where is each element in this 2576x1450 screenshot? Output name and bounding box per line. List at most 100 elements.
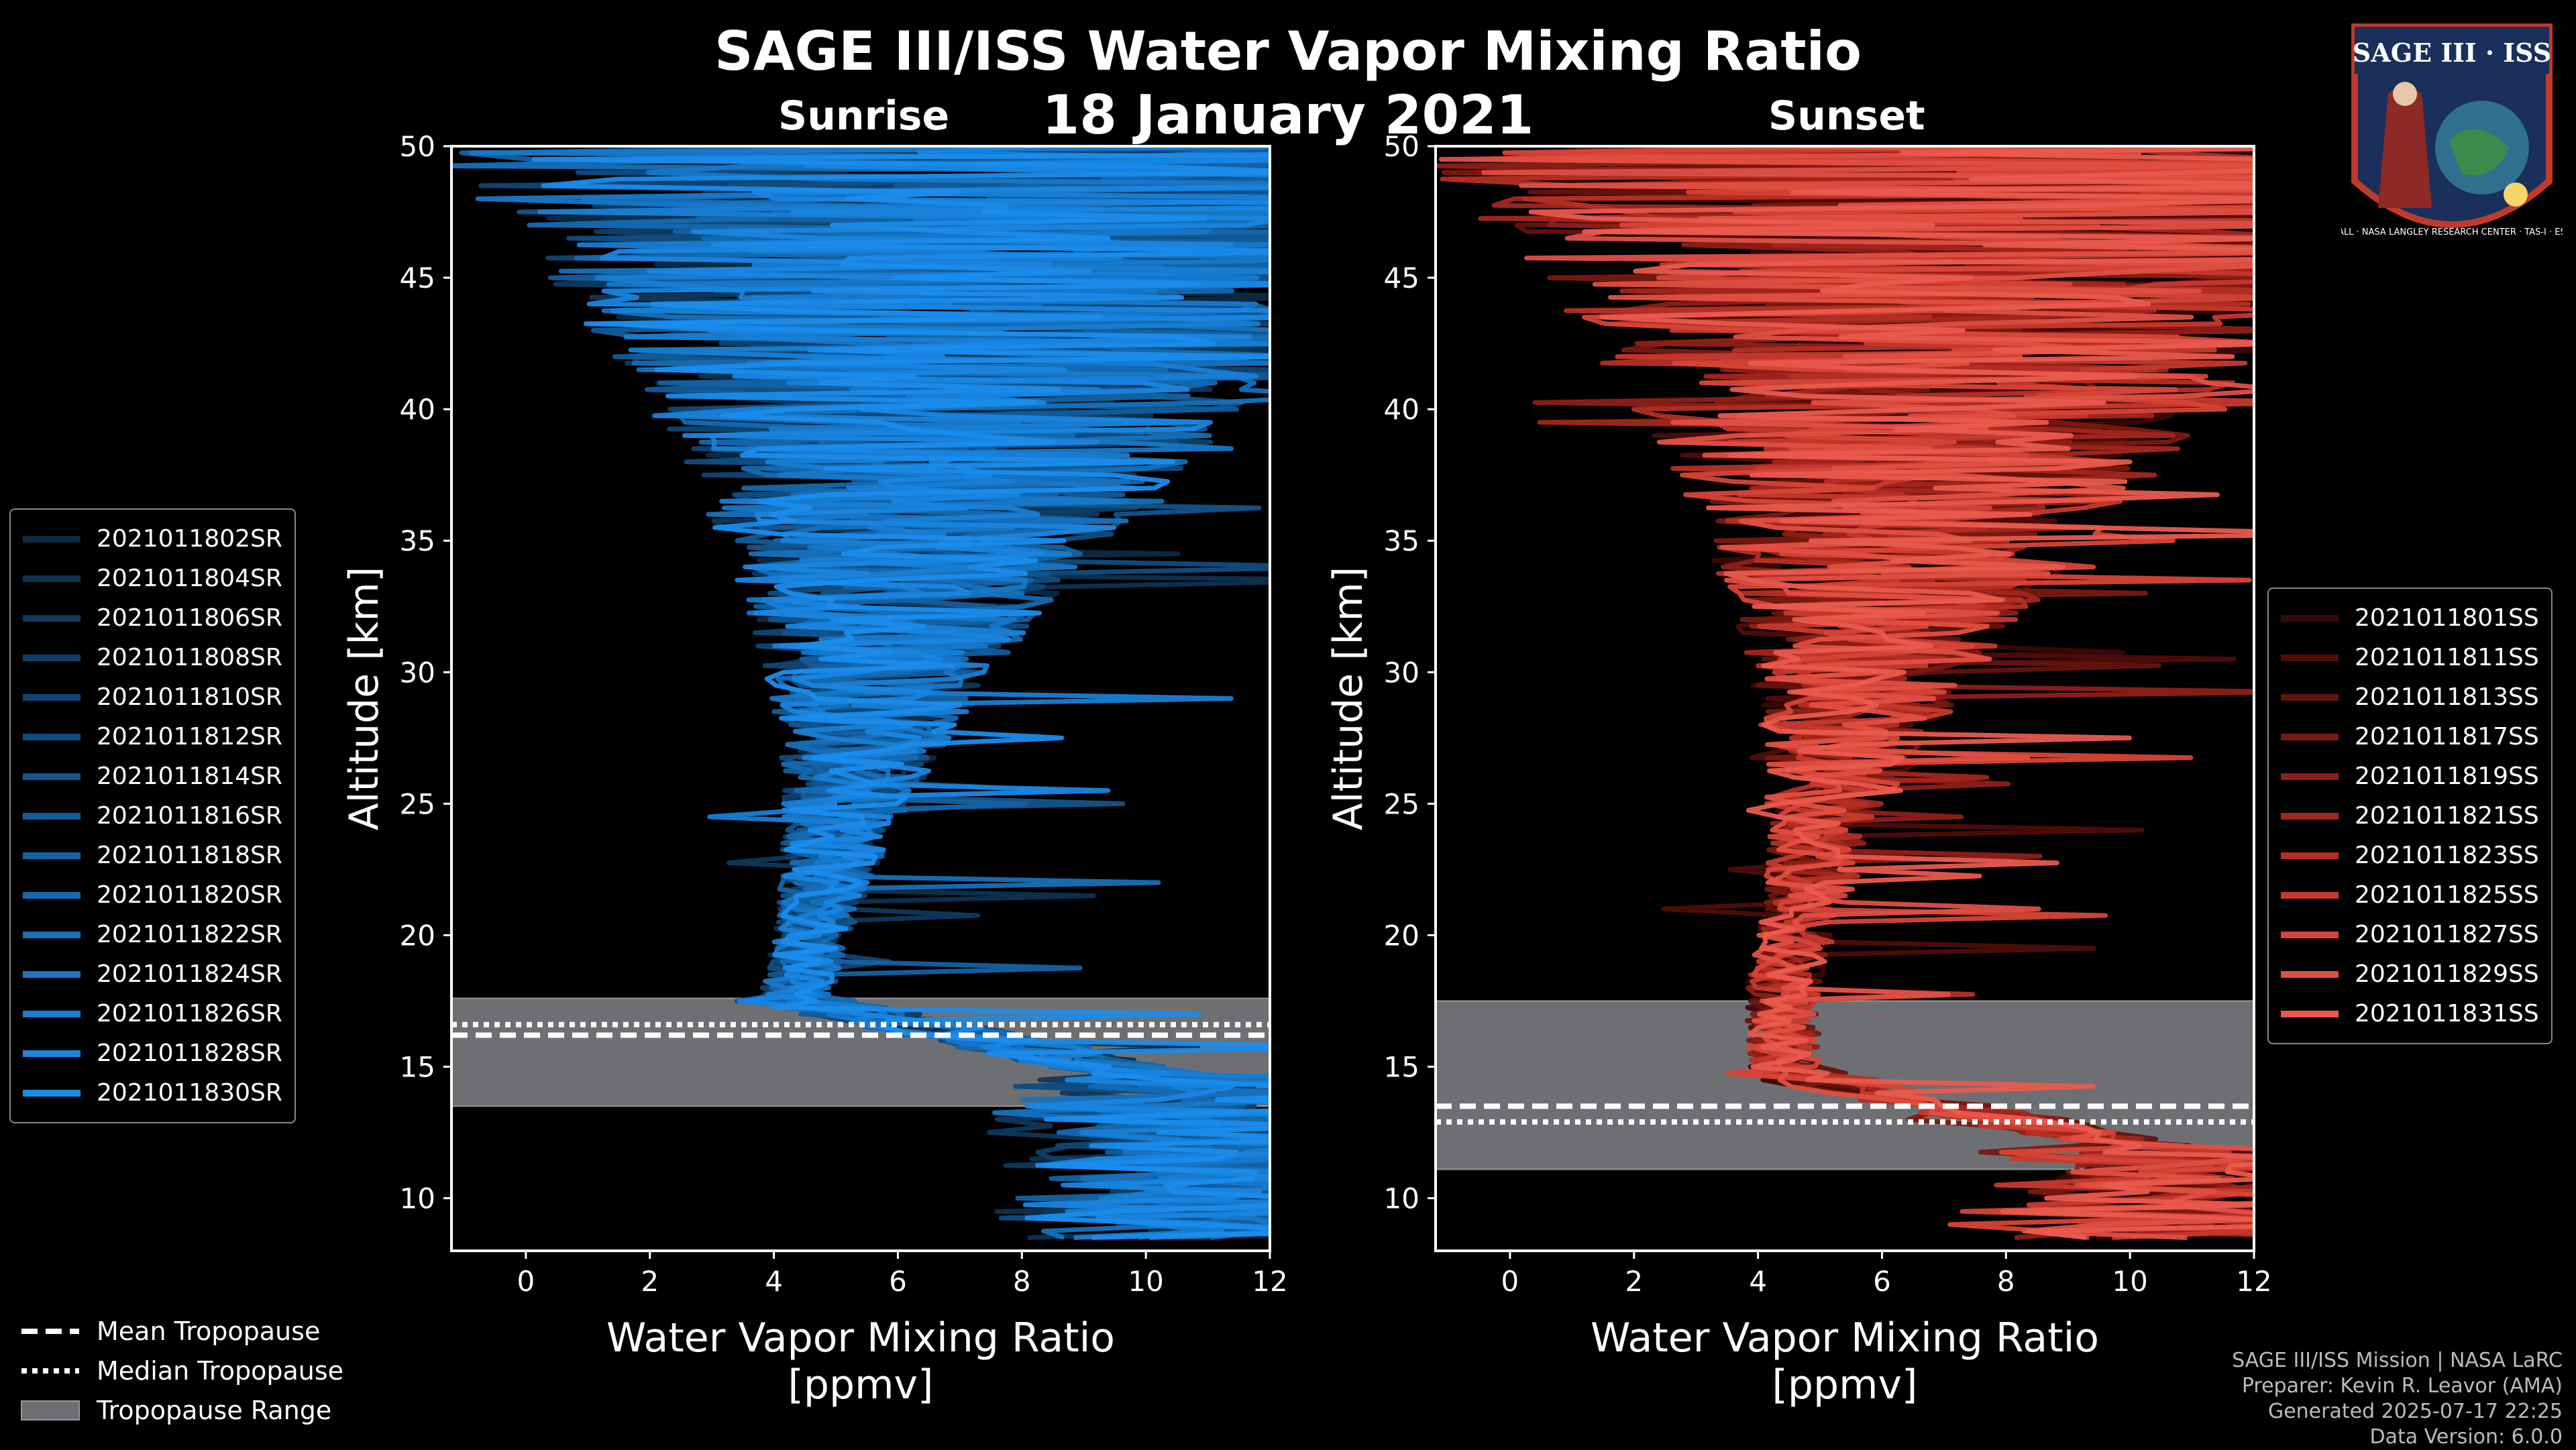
legend-label: 2021011824SR bbox=[97, 960, 282, 988]
legend-swatch bbox=[23, 970, 80, 978]
legend-swatch bbox=[2281, 733, 2339, 740]
legend-swatch bbox=[23, 773, 80, 780]
legend-median-row: Median Tropopause bbox=[20, 1351, 343, 1390]
legend-item: 2021011827SS bbox=[2281, 915, 2539, 954]
legend-swatch bbox=[2281, 852, 2339, 859]
sunset-legend: 2021011801SS 2021011811SS 2021011813SS 2021… bbox=[2267, 588, 2553, 1044]
legend-label: 2021011821SS bbox=[2355, 802, 2539, 830]
legend-label: 2021011828SR bbox=[97, 1040, 282, 1067]
legend-item: 2021011819SS bbox=[2281, 757, 2539, 796]
legend-label: 2021011802SR bbox=[97, 525, 282, 553]
legend-swatch bbox=[2281, 773, 2339, 780]
legend-item: 2021011830SR bbox=[23, 1073, 282, 1113]
y-tick-label: 40 bbox=[400, 393, 435, 426]
y-tick-label: 10 bbox=[1384, 1182, 1419, 1215]
legend-swatch bbox=[23, 654, 80, 661]
y-tick-label: 40 bbox=[1384, 393, 1419, 426]
y-tick-label: 35 bbox=[400, 524, 435, 557]
legend-label: 2021011817SS bbox=[2355, 723, 2539, 750]
legend-median-label: Median Tropopause bbox=[97, 1355, 343, 1386]
legend-item: 2021011813SS bbox=[2281, 677, 2539, 717]
legend-label: 2021011827SS bbox=[2355, 921, 2539, 948]
legend-item: 2021011801SS bbox=[2281, 598, 2539, 638]
legend-label: 2021011801SS bbox=[2355, 604, 2539, 632]
legend-swatch bbox=[2281, 1010, 2339, 1017]
legend-item: 2021011818SR bbox=[23, 836, 282, 875]
x-axis-unit-label: [ppmv] bbox=[788, 1361, 934, 1408]
x-tick-label: 8 bbox=[1013, 1265, 1031, 1298]
legend-swatch bbox=[2281, 891, 2339, 899]
x-tick-label: 6 bbox=[889, 1265, 907, 1298]
y-tick-label: 30 bbox=[400, 656, 435, 689]
legend-item: 2021011821SS bbox=[2281, 796, 2539, 836]
legend-swatch bbox=[2281, 812, 2339, 820]
legend-swatch bbox=[23, 812, 80, 820]
legend-label: 2021011822SR bbox=[97, 921, 282, 948]
legend-label: 2021011804SR bbox=[97, 565, 282, 592]
legend-swatch bbox=[23, 693, 80, 701]
legend-item: 2021011829SS bbox=[2281, 954, 2539, 994]
legend-swatch bbox=[2281, 970, 2339, 978]
x-tick-label: 4 bbox=[765, 1265, 783, 1298]
y-tick-label: 35 bbox=[1384, 524, 1419, 557]
x-tick-label: 0 bbox=[1501, 1265, 1519, 1298]
legend-label: 2021011808SR bbox=[97, 644, 282, 671]
legend-label: 2021011831SS bbox=[2355, 1000, 2539, 1027]
legend-label: 2021011813SS bbox=[2355, 683, 2539, 711]
y-tick-label: 15 bbox=[1384, 1051, 1419, 1084]
legend-label: 2021011818SR bbox=[97, 842, 282, 869]
legend-item: 2021011828SR bbox=[23, 1034, 282, 1073]
y-tick-label: 25 bbox=[1384, 787, 1419, 820]
x-axis-unit-label: [ppmv] bbox=[1772, 1361, 1918, 1408]
legend-label: 2021011820SR bbox=[97, 881, 282, 909]
x-tick-label: 4 bbox=[1749, 1265, 1767, 1298]
legend-label: 2021011816SR bbox=[97, 802, 282, 830]
legend-item: 2021011811SS bbox=[2281, 638, 2539, 677]
profile-2021011826SR bbox=[537, 153, 1270, 1240]
main-title: SAGE III/ISS Water Vapor Mixing Ratio bbox=[714, 20, 1862, 82]
legend-label: 2021011823SS bbox=[2355, 842, 2539, 869]
legend-swatch bbox=[2281, 931, 2339, 938]
x-tick-label: 12 bbox=[2236, 1265, 2271, 1298]
plot-frame bbox=[450, 145, 1271, 1252]
legend-mean-row: Mean Tropopause bbox=[20, 1311, 343, 1351]
plot-frame bbox=[1434, 145, 2255, 1252]
x-tick-label: 8 bbox=[1997, 1265, 2015, 1298]
legend-label: 2021011819SS bbox=[2355, 763, 2539, 790]
sunrise-legend: 2021011802SR 2021011804SR 2021011806SR 2021… bbox=[9, 508, 296, 1123]
x-tick-label: 10 bbox=[2112, 1265, 2147, 1298]
credit-generated: Generated 2025-07-17 22:25 bbox=[2267, 1400, 2563, 1423]
legend-item: 2021011802SR bbox=[23, 519, 282, 559]
legend-item: 2021011806SR bbox=[23, 598, 282, 638]
legend-item: 2021011825SS bbox=[2281, 875, 2539, 915]
legend-item: 2021011817SS bbox=[2281, 717, 2539, 757]
legend-label: 2021011826SR bbox=[97, 1000, 282, 1027]
legend-range-label: Tropopause Range bbox=[97, 1395, 332, 1425]
x-axis-label: Water Vapor Mixing Ratio bbox=[606, 1315, 1115, 1361]
legend-item: 2021011808SR bbox=[23, 638, 282, 677]
profile-2021011819SS bbox=[1436, 146, 2254, 1240]
y-tick-label: 20 bbox=[400, 919, 435, 952]
tropopause-legend: Mean Tropopause Median Tropopause Tropop… bbox=[20, 1311, 343, 1430]
y-tick-label: 45 bbox=[1384, 262, 1419, 294]
credits: SAGE III/ISS Mission | NASA LaRC Prepare… bbox=[2232, 1348, 2563, 1450]
sunrise-title: Sunrise bbox=[778, 93, 950, 140]
x-tick-label: 2 bbox=[1625, 1265, 1643, 1298]
y-tick-label: 50 bbox=[1384, 130, 1419, 163]
legend-label: 2021011811SS bbox=[2355, 644, 2539, 671]
y-tick-label: 45 bbox=[400, 262, 435, 294]
svg-text:SAGE III · ISS: SAGE III · ISS bbox=[2353, 38, 2551, 68]
legend-swatch bbox=[2281, 614, 2339, 622]
legend-swatch bbox=[2281, 693, 2339, 701]
legend-swatch bbox=[23, 1050, 80, 1057]
legend-swatch bbox=[23, 931, 80, 938]
legend-swatch bbox=[23, 535, 80, 543]
legend-item: 2021011826SR bbox=[23, 994, 282, 1034]
credit-version: Data Version: 6.0.0 bbox=[2369, 1425, 2563, 1449]
y-tick-label: 15 bbox=[400, 1051, 435, 1084]
profile-2021011831SS bbox=[1528, 146, 2254, 1240]
legend-label: 2021011810SR bbox=[97, 683, 282, 711]
sage-mission-logo: SAGE III · ISS BALL · NASA LANGLEY RESEA… bbox=[2341, 23, 2563, 237]
profile-2021011830SR bbox=[531, 152, 1270, 1240]
